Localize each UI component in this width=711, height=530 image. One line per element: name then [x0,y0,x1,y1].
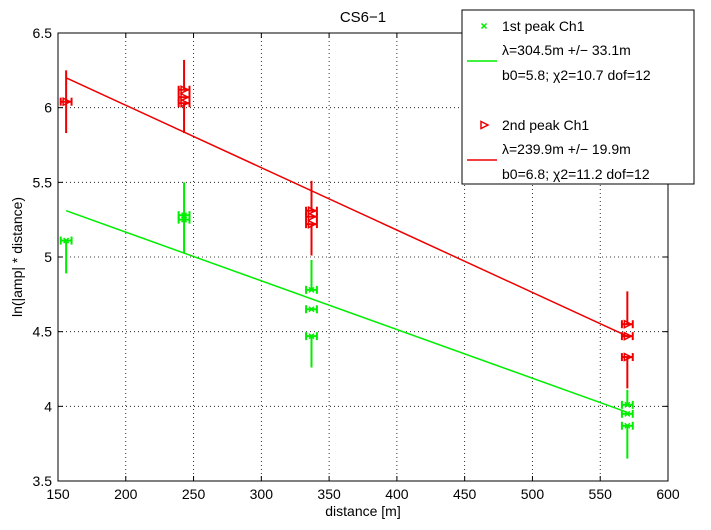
x-marker [63,237,70,244]
triangle-marker [62,96,72,107]
triangle-marker [307,205,318,216]
x-tick-label: 500 [521,486,545,502]
data-point-series-1 [620,389,634,409]
triangle-marker [623,331,634,341]
fit-line-series-2 [65,77,628,337]
data-points [59,59,634,459]
x-tick-label: 600 [656,486,680,502]
data-point-series-2 [305,211,318,222]
data-point-series-2 [177,59,191,95]
data-point-series-1 [305,305,318,314]
x-marker [308,286,315,293]
data-point-series-2 [620,331,634,341]
data-point-series-2 [59,70,73,134]
triangle-marker [307,219,318,229]
data-point-series-2 [620,291,634,329]
legend-entry-name: 2nd peak Ch1 [502,117,589,133]
legend-fit-text: b0=5.8; χ2=10.7 dof=12 [502,67,651,83]
fit-line-series-1 [65,210,628,414]
legend: 1st peak Ch1 λ=304.5m +/− 33.1m b0=5.8; χ2… [461,9,695,185]
legend-entry-name: 1st peak Ch1 [502,18,585,34]
y-tick-label: 6.5 [33,25,53,41]
x-tick-label: 300 [250,486,274,502]
triangle-marker [307,211,318,222]
y-tick-label: 5.5 [33,174,53,190]
x-marker [308,306,315,313]
legend-box [461,9,695,185]
data-point-series-1 [620,409,634,418]
data-point-series-2 [305,219,318,256]
triangle-marker [180,98,190,108]
legend-fit-text: λ=239.9m +/− 19.9m [502,141,631,157]
y-tick-label: 4.5 [33,324,53,340]
triangle-marker [623,319,634,329]
data-point-series-2 [620,352,634,389]
y-tick-label: 3.5 [33,473,53,489]
y-tick-label: 6 [44,100,52,116]
x-tick-label: 400 [385,486,409,502]
x-marker [624,410,631,417]
x-tick-label: 150 [46,486,70,502]
y-tick-label: 4 [44,398,52,414]
x-tick-label: 200 [114,486,138,502]
legend-fit-text: b0=6.8; χ2=11.2 dof=12 [502,166,650,182]
x-marker [624,422,631,429]
legend-fit-text: λ=304.5m +/− 33.1m [502,42,631,58]
x-tick-label: 250 [182,486,206,502]
y-axis-label: ln(|amp| * distance) [9,197,25,317]
triangle-marker [623,352,634,362]
x-marker [181,216,188,223]
data-point-series-1 [305,332,318,368]
legend-marker-triangle [480,120,490,130]
data-point-series-2 [177,98,191,134]
x-tick-label: 350 [317,486,341,502]
triangle-marker [180,85,190,95]
triangle-marker [180,92,190,102]
y-tick-label: 5 [44,249,52,265]
chart-title: CS6−1 [340,9,386,26]
data-point-series-1 [59,236,73,274]
legend-marker-x [480,22,488,30]
fit-lines [65,77,628,414]
x-tick-label: 450 [453,486,477,502]
x-marker [624,401,631,408]
x-axis-label: distance [m] [325,503,400,519]
x-marker [308,333,315,340]
data-point-series-1 [177,211,191,220]
data-point-series-1 [305,259,318,294]
x-marker [181,212,188,219]
data-point-series-1 [620,421,634,459]
x-tick-label: 550 [589,486,613,502]
